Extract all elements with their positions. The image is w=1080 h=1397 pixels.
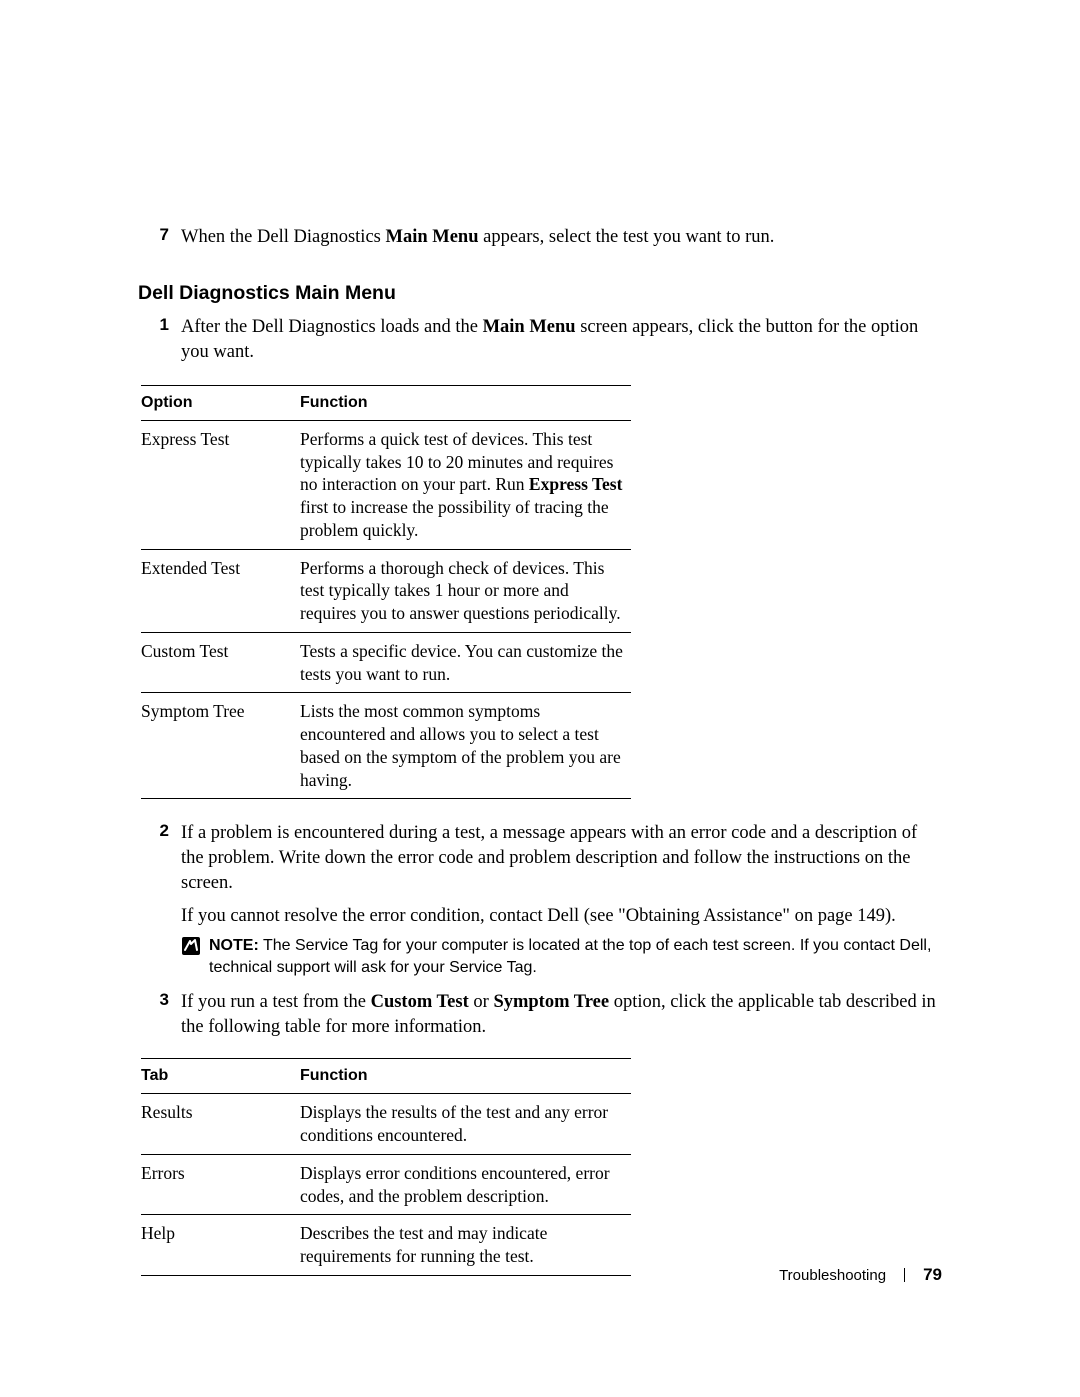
step-3: 3 If you run a test from the Custom Test… — [138, 990, 942, 1040]
bold-text: Main Menu — [483, 317, 576, 337]
note-icon — [181, 936, 201, 956]
step-number: 2 — [138, 821, 181, 984]
function-cell: Describes the test and may indicate requ… — [300, 1215, 631, 1276]
table-row: Help Describes the test and may indicate… — [141, 1215, 631, 1276]
table-row: Errors Displays error conditions encount… — [141, 1154, 631, 1215]
text: Tests a specific device. You can customi… — [300, 641, 623, 684]
function-cell: Tests a specific device. You can customi… — [300, 632, 631, 693]
text: When the Dell Diagnostics — [181, 227, 385, 247]
table-row: Symptom Tree Lists the most common sympt… — [141, 693, 631, 799]
function-cell: Performs a thorough check of devices. Th… — [300, 549, 631, 632]
step-text: When the Dell Diagnostics Main Menu appe… — [181, 225, 942, 250]
text: After the Dell Diagnostics loads and the — [181, 317, 483, 337]
table-row: Results Displays the results of the test… — [141, 1094, 631, 1155]
text: Performs a thorough check of devices. Th… — [300, 558, 621, 624]
bold-text: Symptom Tree — [493, 992, 609, 1012]
option-cell: Express Test — [141, 420, 300, 549]
tab-cell: Help — [141, 1215, 300, 1276]
step-number: 7 — [138, 225, 181, 250]
text: or — [469, 992, 494, 1012]
tab-cell: Errors — [141, 1154, 300, 1215]
step-number: 1 — [138, 315, 181, 365]
step-1: 1 After the Dell Diagnostics loads and t… — [138, 315, 942, 365]
page-footer: Troubleshooting 79 — [779, 1265, 942, 1285]
footer-section: Troubleshooting — [779, 1267, 886, 1284]
table-header-function: Function — [300, 385, 631, 420]
table-header-tab: Tab — [141, 1059, 300, 1094]
bold-text: Main Menu — [385, 227, 478, 247]
function-cell: Displays the results of the test and any… — [300, 1094, 631, 1155]
table-header-option: Option — [141, 385, 300, 420]
text: first to increase the possibility of tra… — [300, 497, 609, 540]
step-text: After the Dell Diagnostics loads and the… — [181, 315, 942, 365]
table-row: Extended Test Performs a thorough check … — [141, 549, 631, 632]
function-cell: Displays error conditions encountered, e… — [300, 1154, 631, 1215]
table-row: Custom Test Tests a specific device. You… — [141, 632, 631, 693]
function-cell: Performs a quick test of devices. This t… — [300, 420, 631, 549]
table-header-function: Function — [300, 1059, 631, 1094]
footer-separator — [904, 1268, 905, 1282]
step-text: If you run a test from the Custom Test o… — [181, 990, 942, 1040]
function-cell: Lists the most common symptoms encounter… — [300, 693, 631, 799]
text: appears, select the test you want to run… — [479, 227, 775, 247]
page: 7 When the Dell Diagnostics Main Menu ap… — [0, 0, 1080, 1397]
tabs-table: Tab Function Results Displays the result… — [141, 1058, 631, 1276]
bold-text: Custom Test — [371, 992, 469, 1012]
option-cell: Symptom Tree — [141, 693, 300, 799]
paragraph: If a problem is encountered during a tes… — [181, 821, 942, 896]
note: NOTE: The Service Tag for your computer … — [181, 935, 942, 978]
text: Lists the most common symptoms encounter… — [300, 701, 621, 789]
step-body: If a problem is encountered during a tes… — [181, 821, 942, 984]
page-number: 79 — [923, 1265, 942, 1285]
step-2: 2 If a problem is encountered during a t… — [138, 821, 942, 984]
step-7: 7 When the Dell Diagnostics Main Menu ap… — [138, 225, 942, 250]
option-cell: Extended Test — [141, 549, 300, 632]
note-text: NOTE: The Service Tag for your computer … — [209, 935, 942, 978]
bold-text: Express Test — [529, 474, 623, 494]
note-label: NOTE: — [209, 937, 259, 954]
option-cell: Custom Test — [141, 632, 300, 693]
options-table: Option Function Express Test Performs a … — [141, 385, 631, 800]
text: If you run a test from the — [181, 992, 371, 1012]
tab-cell: Results — [141, 1094, 300, 1155]
paragraph: If you cannot resolve the error conditio… — [181, 904, 942, 929]
step-number: 3 — [138, 990, 181, 1040]
section-heading: Dell Diagnostics Main Menu — [138, 282, 942, 305]
table-row: Express Test Performs a quick test of de… — [141, 420, 631, 549]
note-body: The Service Tag for your computer is loc… — [209, 937, 931, 976]
